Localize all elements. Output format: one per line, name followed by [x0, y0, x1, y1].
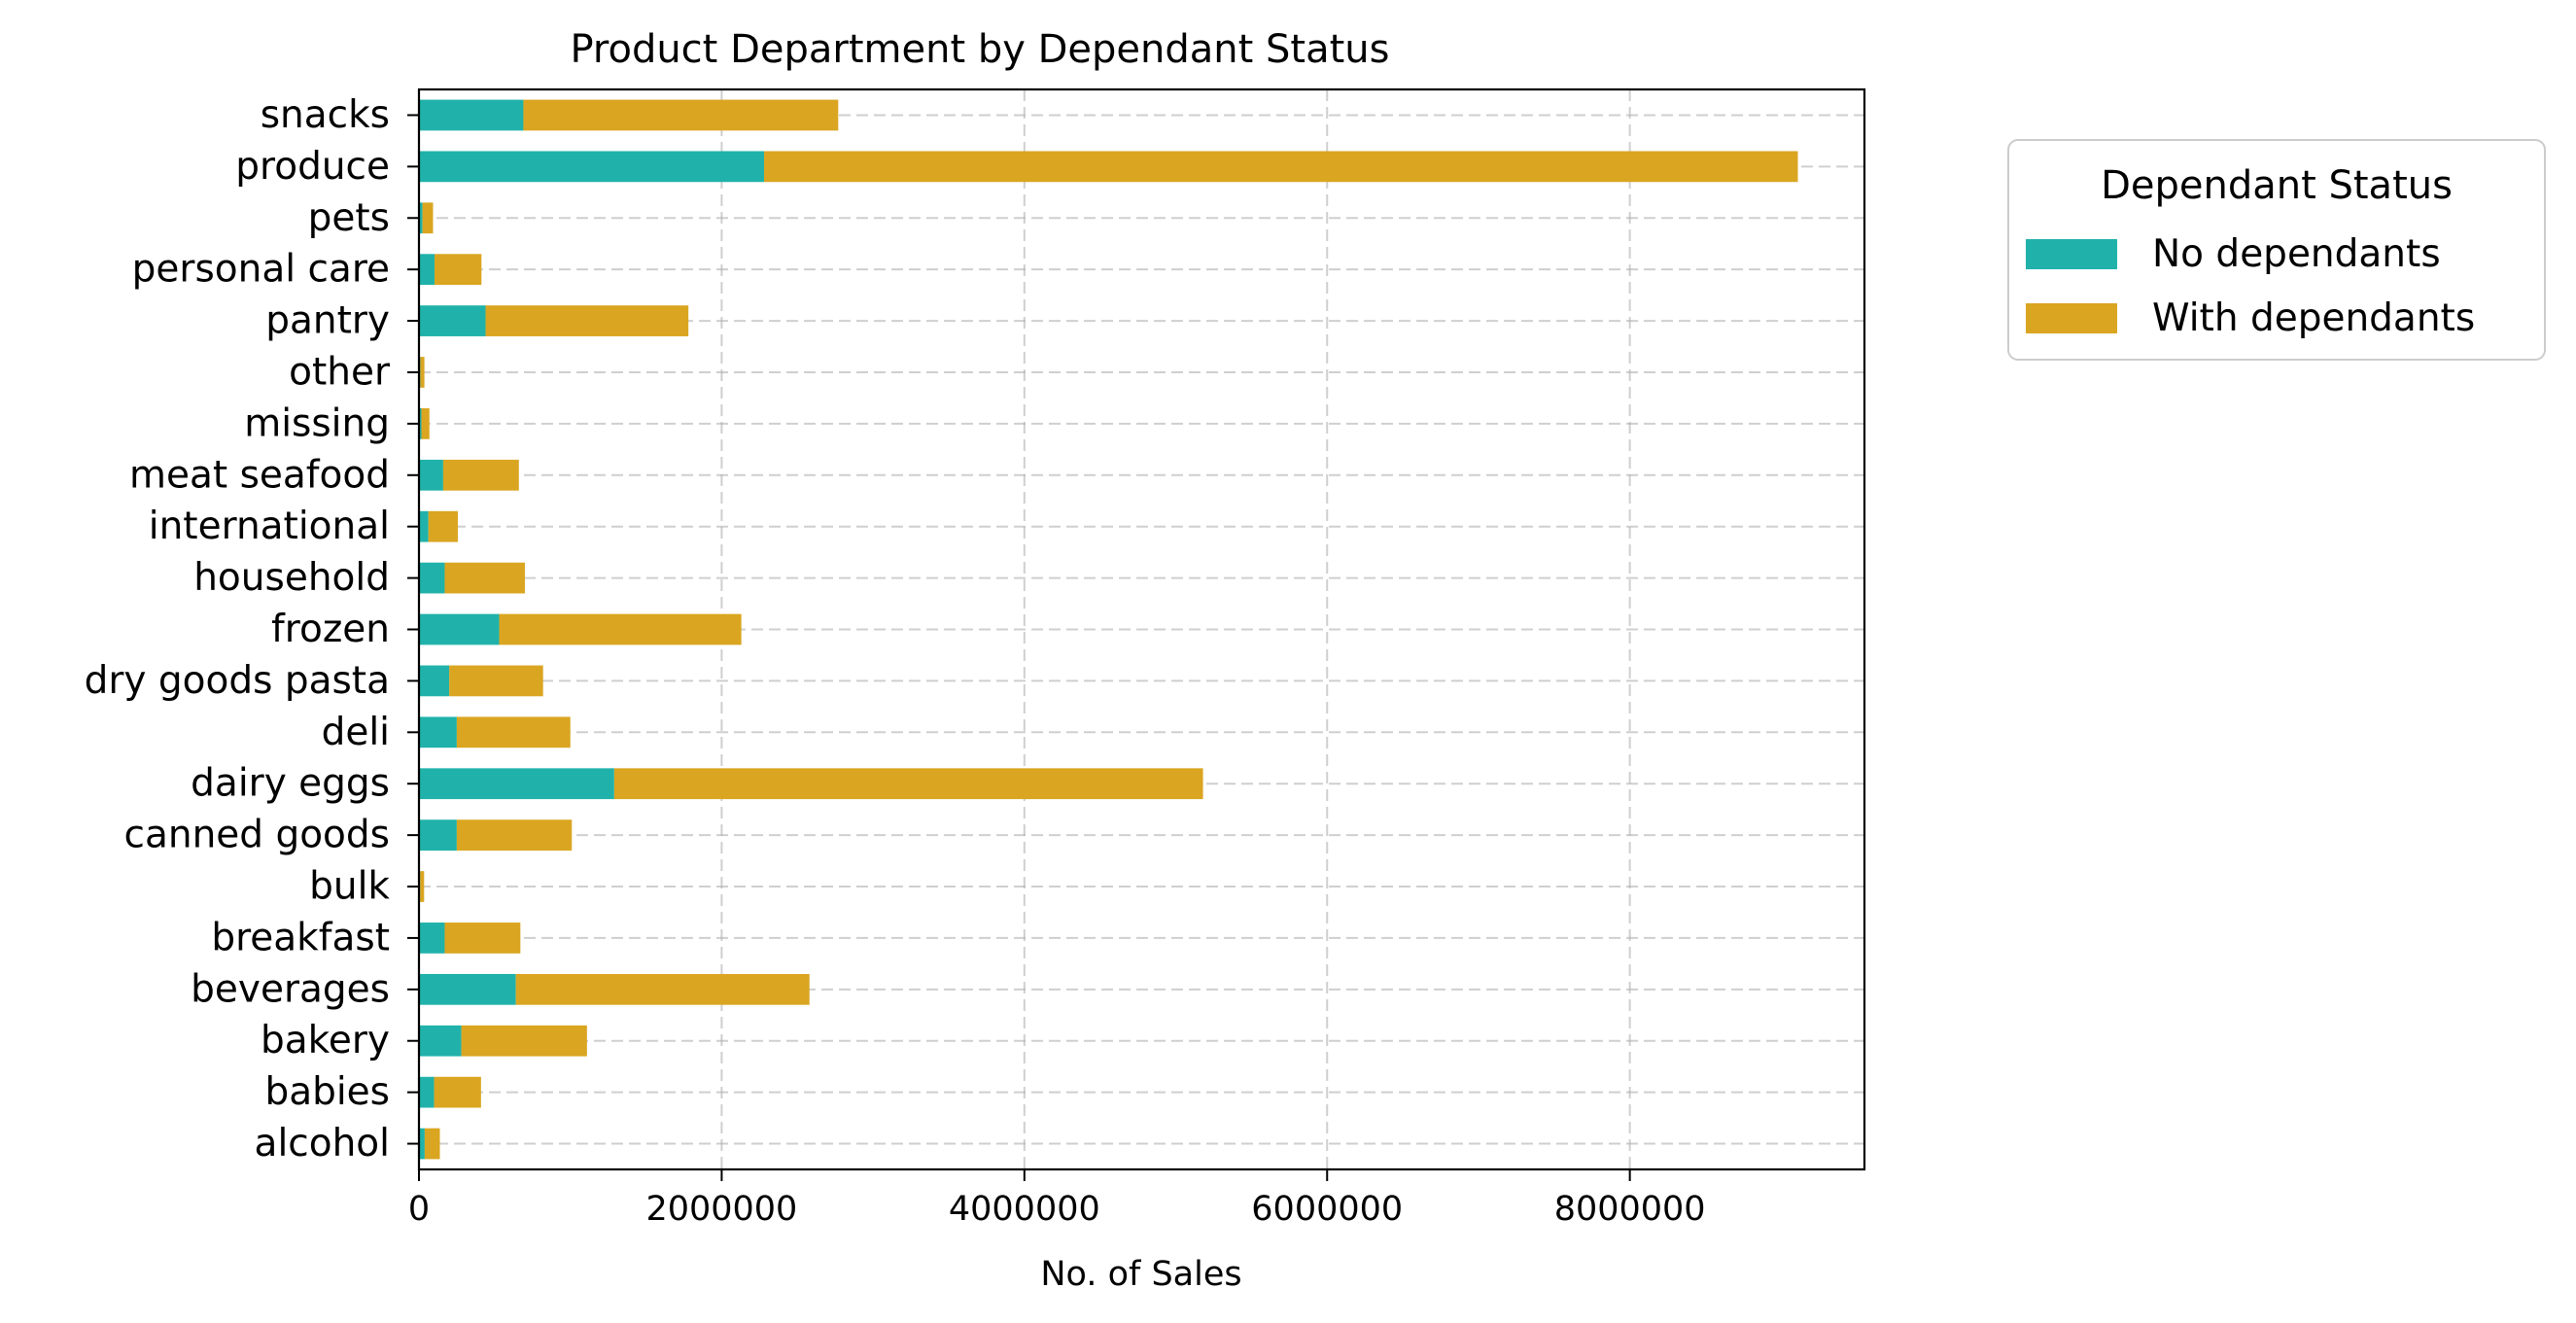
- y-tick-label-pets: pets: [308, 196, 390, 240]
- bar-canned-goods-with-dependants: [456, 819, 573, 851]
- y-tick-label-household: household: [193, 556, 390, 600]
- y-tick-label-alcohol: alcohol: [255, 1122, 390, 1166]
- bar-international-with-dependants: [428, 510, 459, 542]
- bar-bulk-with-dependants: [420, 871, 425, 902]
- y-tick-label-missing: missing: [244, 401, 390, 445]
- bar-canned-goods-no-dependants: [419, 819, 457, 851]
- bar-babies-no-dependants: [419, 1076, 435, 1108]
- y-tick-label-produce: produce: [235, 145, 390, 189]
- bar-beverages-with-dependants: [515, 973, 810, 1005]
- y-tick-label-breakfast: breakfast: [211, 916, 390, 959]
- x-tick-label-2: 4000000: [949, 1190, 1100, 1229]
- x-axis: 0 2000000 4000000 6000000 8000000: [408, 1169, 1706, 1229]
- y-tick-label-pantry: pantry: [265, 299, 390, 343]
- y-tick-label-bakery: bakery: [261, 1019, 390, 1062]
- bar-pets-no-dependants: [419, 202, 423, 234]
- bar-other-with-dependants: [420, 357, 425, 388]
- legend: Dependant Status No dependants With depe…: [2007, 139, 2546, 361]
- legend-title: Dependant Status: [2101, 163, 2453, 208]
- bar-breakfast-with-dependants: [444, 923, 521, 954]
- y-tick-label-deli: deli: [322, 711, 390, 754]
- bar-meat-seafood-no-dependants: [419, 459, 443, 491]
- bar-dairy-eggs-with-dependants: [613, 768, 1203, 800]
- y-tick-label-dry-goods-pasta: dry goods pasta: [85, 659, 390, 703]
- bar-deli-no-dependants: [419, 716, 457, 749]
- bar-pets-with-dependants: [422, 202, 434, 234]
- bar-international-no-dependants: [419, 510, 429, 542]
- legend-label-no-dependants: No dependants: [2152, 232, 2441, 276]
- y-tick-label-meat-seafood: meat seafood: [129, 453, 390, 497]
- y-tick-label-snacks: snacks: [261, 93, 390, 137]
- bar-deli-with-dependants: [456, 716, 571, 749]
- legend-frame: [2007, 139, 2546, 361]
- x-tick-label-0: 0: [408, 1190, 430, 1229]
- y-axis: alcohol babies bakery beverages breakfast bul…: [85, 93, 419, 1166]
- bar-snacks-with-dependants: [523, 99, 839, 131]
- bar-dry-goods-pasta-with-dependants: [449, 665, 543, 697]
- bar-missing-with-dependants: [421, 408, 430, 439]
- y-tick-label-personal-care: personal care: [132, 248, 390, 292]
- bar-beverages-no-dependants: [419, 973, 516, 1005]
- bar-personal-care-with-dependants: [435, 254, 482, 286]
- bar-household-with-dependants: [444, 562, 525, 594]
- bar-dairy-eggs-no-dependants: [419, 768, 614, 800]
- bar-frozen-no-dependants: [419, 613, 500, 645]
- y-tick-label-bulk: bulk: [309, 865, 390, 909]
- bar-alcohol-no-dependants: [419, 1128, 425, 1160]
- bar-missing-no-dependants: [419, 408, 422, 439]
- legend-swatch-with-dependants: [2026, 303, 2117, 333]
- y-tick-label-dairy-eggs: dairy eggs: [191, 762, 390, 806]
- y-tick-label-beverages: beverages: [191, 967, 390, 1011]
- bar-babies-with-dependants: [434, 1076, 481, 1108]
- bar-household-no-dependants: [419, 562, 445, 594]
- y-tick-label-other: other: [289, 350, 391, 394]
- x-tick-label-4: 8000000: [1554, 1190, 1706, 1229]
- x-axis-label: No. of Sales: [1040, 1255, 1241, 1294]
- chart-title: Product Department by Dependant Status: [570, 27, 1389, 72]
- bar-meat-seafood-with-dependants: [442, 459, 519, 491]
- y-tick-label-babies: babies: [264, 1070, 390, 1114]
- y-tick-label-frozen: frozen: [271, 608, 390, 651]
- bar-produce-no-dependants: [419, 151, 765, 183]
- bar-breakfast-no-dependants: [419, 923, 445, 954]
- bar-produce-with-dependants: [764, 151, 1798, 183]
- y-tick-label-international: international: [149, 505, 390, 548]
- bar-personal-care-no-dependants: [419, 254, 435, 286]
- bar-alcohol-with-dependants: [424, 1128, 440, 1160]
- legend-swatch-no-dependants: [2026, 239, 2117, 269]
- bars: [419, 99, 1798, 1160]
- bar-dry-goods-pasta-no-dependants: [419, 665, 450, 697]
- bar-pantry-no-dependants: [419, 305, 486, 336]
- legend-label-with-dependants: With dependants: [2152, 296, 2475, 340]
- x-tick-label-3: 6000000: [1251, 1190, 1403, 1229]
- bar-bakery-no-dependants: [419, 1025, 462, 1057]
- x-tick-label-1: 2000000: [645, 1190, 797, 1229]
- bar-bakery-with-dependants: [461, 1025, 587, 1057]
- y-tick-label-canned-goods: canned goods: [124, 814, 390, 857]
- bar-snacks-no-dependants: [419, 99, 524, 131]
- bar-frozen-with-dependants: [499, 613, 742, 645]
- bar-pantry-with-dependants: [485, 305, 689, 336]
